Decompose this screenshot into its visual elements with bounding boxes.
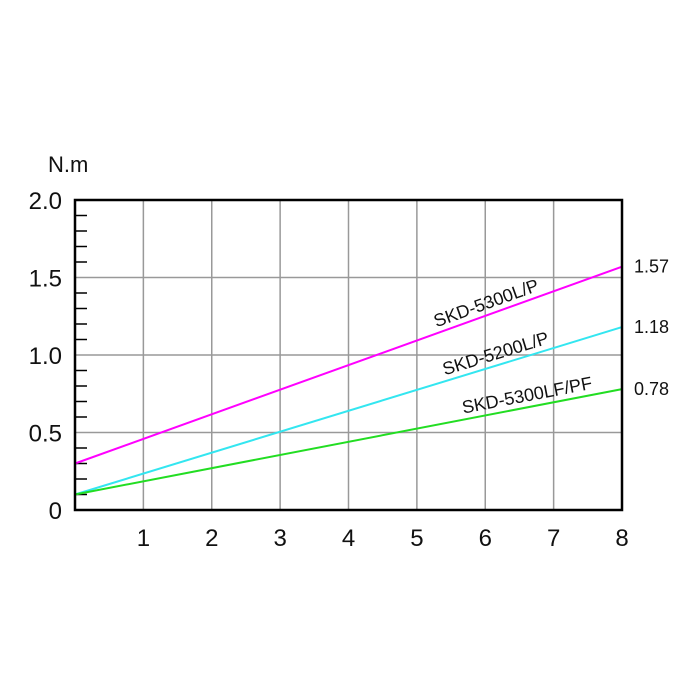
end-value-label-2: 1.18 bbox=[634, 317, 669, 337]
end-value-label-1: 1.57 bbox=[634, 257, 669, 277]
series-line-2 bbox=[74, 326, 623, 496]
x-tick-label: 5 bbox=[410, 525, 423, 552]
y-tick-label: 0.5 bbox=[29, 421, 62, 448]
x-tick-label: 8 bbox=[615, 525, 628, 552]
grid bbox=[75, 200, 622, 510]
x-tick-label: 2 bbox=[205, 525, 218, 552]
x-tick-label: 4 bbox=[342, 525, 355, 552]
series-label-3: SKD-5300LF/PF bbox=[460, 373, 593, 418]
x-tick-label: 7 bbox=[547, 525, 560, 552]
y-tick-label: 1.5 bbox=[29, 266, 62, 293]
series-lines bbox=[74, 265, 623, 496]
x-tick-label: 1 bbox=[137, 525, 150, 552]
x-tick-label: 3 bbox=[273, 525, 286, 552]
series-line-1 bbox=[74, 265, 623, 465]
plot-frame bbox=[73, 198, 624, 512]
x-tick-labels: 1 2 3 4 5 6 7 8 bbox=[137, 525, 629, 552]
series-label-1: SKD-5300L/P bbox=[431, 275, 541, 331]
x-tick-label: 6 bbox=[479, 525, 492, 552]
y-tick-label: 2.0 bbox=[29, 188, 62, 215]
end-value-labels: 1.57 1.18 0.78 bbox=[634, 257, 669, 399]
y-tick-label: 0 bbox=[49, 498, 62, 525]
y-axis-label: N.m bbox=[48, 152, 88, 177]
y-tick-labels: 0 0.5 1.0 1.5 2.0 bbox=[29, 188, 62, 525]
end-value-label-3: 0.78 bbox=[634, 379, 669, 399]
y-tick-label: 1.0 bbox=[29, 343, 62, 370]
series-line-3 bbox=[74, 388, 623, 496]
